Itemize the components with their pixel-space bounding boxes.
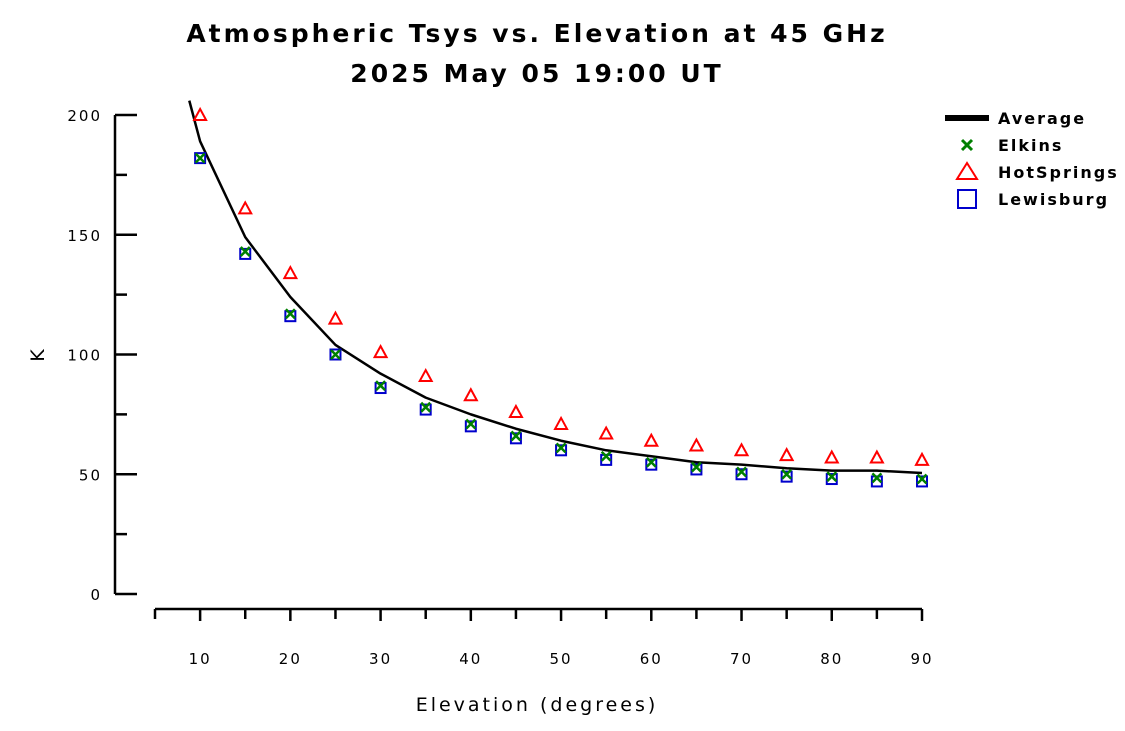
series-line-average: [188, 100, 923, 475]
point-hotsprings: [508, 403, 524, 418]
y-tick-label: 150: [67, 227, 102, 245]
point-lewisburg: [825, 473, 838, 486]
x-tick-label: 90: [910, 650, 933, 668]
legend-swatch-elkins: [960, 138, 974, 152]
legend-swatch-lewisburg: [957, 189, 977, 209]
point-lewisburg: [780, 470, 793, 483]
point-lewisburg: [645, 458, 658, 471]
plot-area: [188, 100, 930, 488]
y-tick-label: 100: [67, 347, 102, 365]
point-elkins: [375, 380, 386, 392]
point-elkins: [465, 418, 477, 430]
point-elkins: [826, 471, 838, 483]
x-tick-label: 80: [820, 650, 843, 668]
point-lewisburg: [916, 475, 928, 488]
point-lewisburg: [509, 432, 522, 445]
point-lewisburg: [419, 403, 432, 416]
legend-label-hotsprings: HotSprings: [998, 163, 1119, 182]
chart-subtitle: 2025 May 05 19:00 UT: [350, 59, 723, 88]
y-tick-label: 200: [67, 107, 102, 125]
point-lewisburg: [329, 348, 342, 361]
y-tick-label: 0: [90, 586, 102, 604]
point-lewisburg: [735, 468, 748, 481]
legend-swatch-hotsprings: [955, 161, 979, 180]
y-axis-label: K: [27, 346, 49, 361]
point-lewisburg: [690, 463, 703, 476]
chart-title: Atmospheric Tsys vs. Elevation at 45 GHz: [186, 19, 887, 48]
point-elkins: [330, 349, 341, 360]
point-elkins: [871, 472, 883, 484]
y-tick-label: 50: [79, 466, 102, 484]
x-tick-label: 70: [730, 650, 753, 668]
x-axis-label: Elevation (degrees): [416, 694, 659, 716]
point-lewisburg: [194, 152, 207, 165]
point-hotsprings: [688, 437, 705, 452]
point-elkins: [239, 246, 251, 257]
legend-label-lewisburg: Lewisburg: [998, 190, 1109, 209]
legend: Average Elkins HotSprings Lewisburg: [945, 109, 1119, 209]
point-lewisburg: [284, 310, 297, 323]
point-hotsprings: [192, 106, 208, 121]
point-hotsprings: [372, 344, 389, 359]
point-lewisburg: [555, 444, 568, 457]
point-hotsprings: [463, 387, 479, 402]
point-hotsprings: [643, 432, 659, 447]
point-hotsprings: [553, 415, 569, 430]
point-lewisburg: [239, 247, 252, 260]
y-axis: 0 50 100 150 200: [67, 107, 137, 604]
point-elkins: [420, 401, 432, 413]
point-elkins: [736, 466, 747, 478]
point-elkins: [555, 442, 567, 454]
point-elkins: [916, 473, 928, 485]
point-elkins: [691, 461, 702, 473]
point-elkins: [284, 308, 296, 320]
point-elkins: [781, 468, 793, 480]
point-hotsprings: [914, 451, 930, 466]
point-hotsprings: [282, 264, 299, 280]
x-tick-label: 40: [459, 650, 482, 668]
point-elkins: [194, 152, 206, 164]
point-hotsprings: [778, 447, 795, 462]
x-tick-label: 50: [550, 650, 573, 668]
x-tick-label: 60: [640, 650, 663, 668]
x-tick-label: 30: [369, 650, 392, 668]
point-lewisburg: [464, 420, 477, 433]
x-tick-label: 20: [279, 650, 302, 668]
x-tick-label: 10: [189, 650, 212, 668]
legend-swatch-average: [945, 115, 989, 121]
legend-label-average: Average: [998, 109, 1086, 128]
point-hotsprings: [733, 442, 750, 457]
point-lewisburg: [374, 382, 387, 395]
point-hotsprings: [824, 449, 840, 464]
point-elkins: [510, 430, 522, 442]
x-axis: 10 20 30 40 50 60 70 80 90: [153, 607, 933, 668]
point-hotsprings: [869, 449, 885, 464]
point-elkins: [645, 456, 657, 468]
point-hotsprings: [237, 200, 253, 215]
point-elkins: [600, 450, 612, 462]
point-hotsprings: [418, 367, 434, 383]
legend-label-elkins: Elkins: [998, 136, 1063, 155]
point-hotsprings: [327, 310, 344, 325]
point-hotsprings: [598, 425, 614, 440]
